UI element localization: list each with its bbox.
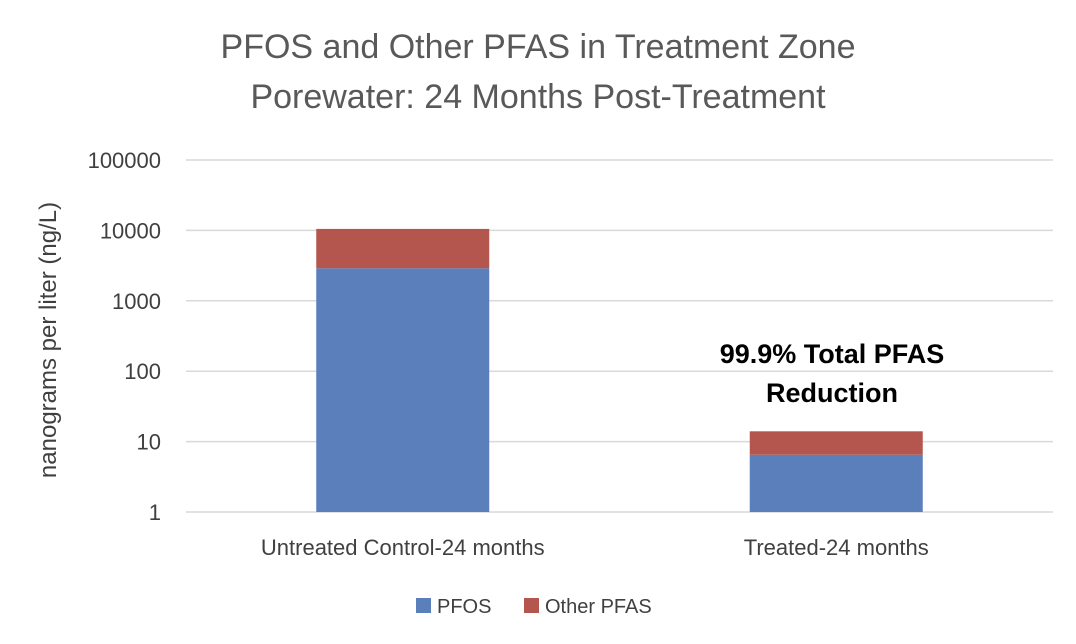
bar-pfos [749,454,923,512]
legend-swatch [416,598,431,613]
bars [316,228,923,512]
legend-label: PFOS [437,596,491,618]
y-tick-label: 1 [149,500,161,525]
x-category-label: Treated-24 months [744,535,929,560]
y-tick-label: 100 [124,359,161,384]
legend-label: Other PFAS [545,596,652,618]
y-axis-label: nanograms per liter (ng/L) [35,202,62,478]
bar-pfos [316,268,490,512]
y-tick-label: 1000 [112,289,161,314]
y-tick-label: 100000 [88,148,161,173]
gridlines [186,159,1053,513]
annotation-line-2: Reduction [766,378,898,408]
y-tick-label: 10000 [100,218,161,243]
annotation-line-1: 99.9% Total PFAS [720,339,945,369]
x-axis-categories: Untreated Control-24 months Treated-24 mo… [261,535,929,560]
legend: PFOS Other PFAS [416,596,652,618]
bar-other-pfas [749,431,923,455]
bar-other-pfas [316,228,490,269]
x-category-label: Untreated Control-24 months [261,535,545,560]
y-axis-ticks: 1 10 100 1000 10000 100000 [88,148,161,525]
chart-title-line-2: Porewater: 24 Months Post-Treatment [250,78,826,116]
y-tick-label: 10 [137,430,161,455]
chart-title-line-1: PFOS and Other PFAS in Treatment Zone [221,28,856,66]
legend-swatch [524,598,539,613]
